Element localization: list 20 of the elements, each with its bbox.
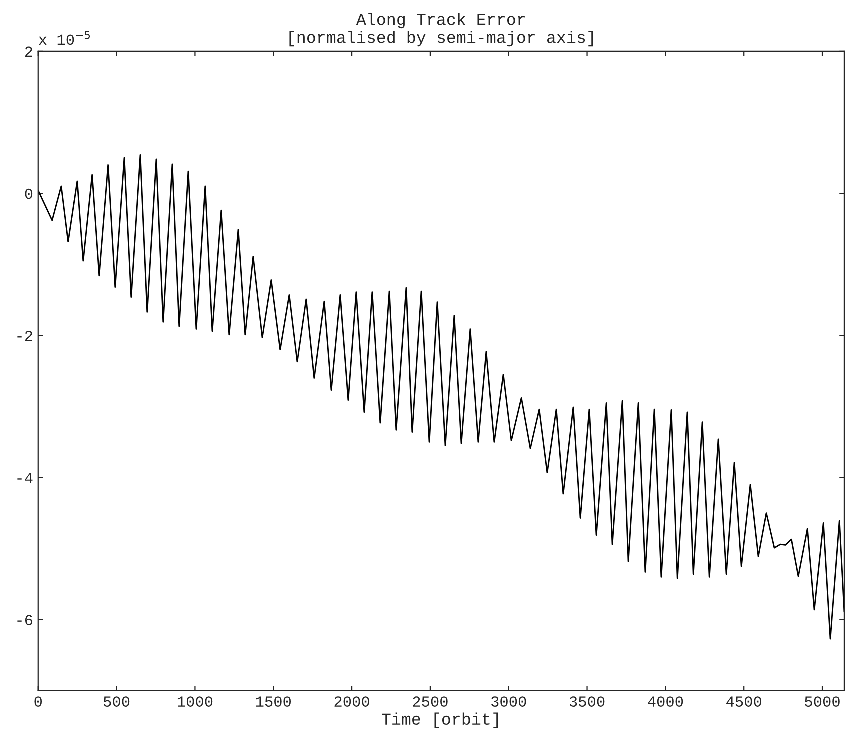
y-tick-label: -2 xyxy=(18,330,32,342)
line-series xyxy=(38,154,844,640)
x-axis-title: Time [orbit] xyxy=(382,712,498,728)
x-tick-label: 2000 xyxy=(334,696,370,707)
chart-title: Along Track Error [normalised by semi-major axis] xyxy=(290,13,594,47)
x-tick-label: 1000 xyxy=(178,696,213,707)
x-tick-label: 0 xyxy=(34,696,42,707)
y-tick-label: 2 xyxy=(25,46,32,57)
x-tick-label: 5000 xyxy=(805,696,840,707)
x-tick-label: 500 xyxy=(104,696,130,707)
y-tick-label: -4 xyxy=(18,473,33,484)
y-tick-label: 0 xyxy=(25,188,33,200)
x-tick-label: 4500 xyxy=(726,696,762,707)
x-tick-label: 3500 xyxy=(570,696,605,707)
y-tick-label: -6 xyxy=(18,615,33,626)
x-tick-label: 1500 xyxy=(256,696,292,707)
x-tick-label: 4000 xyxy=(648,696,684,707)
x-tick-label: 3000 xyxy=(491,696,526,707)
x-tick-label: 2500 xyxy=(413,696,448,707)
text: x 10$^{−5}$ xyxy=(39,31,90,46)
